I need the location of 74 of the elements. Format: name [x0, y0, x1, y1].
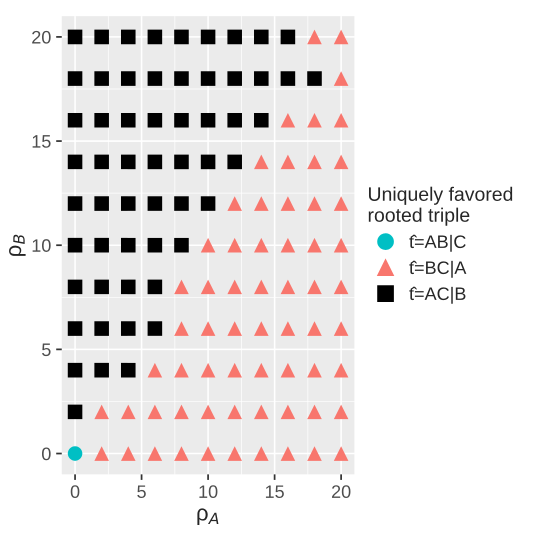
x-tick-label: 0 — [70, 485, 80, 498]
point — [227, 112, 242, 128]
point — [68, 196, 82, 211]
point — [68, 362, 82, 378]
point — [200, 71, 216, 86]
legend-title: Uniquely favored rooted triple — [368, 186, 512, 226]
point — [94, 112, 109, 128]
y-tick-label: 10 — [32, 239, 51, 252]
point — [174, 154, 189, 170]
point — [94, 196, 109, 211]
point — [148, 321, 162, 336]
point — [200, 154, 216, 170]
x-axis-title: ρ$_{A}$ — [197, 508, 218, 526]
point — [174, 112, 189, 128]
point — [68, 404, 82, 420]
point — [120, 112, 136, 128]
point — [68, 30, 82, 44]
point — [148, 30, 162, 44]
point — [120, 154, 136, 170]
point — [254, 112, 269, 128]
point — [148, 71, 162, 86]
point — [120, 321, 136, 336]
point — [68, 321, 82, 336]
point — [94, 321, 109, 336]
x-tick-label: 10 — [199, 485, 218, 498]
y-tick-label: 15 — [32, 135, 51, 148]
point — [120, 280, 136, 294]
point — [120, 196, 136, 211]
point — [68, 280, 82, 294]
point — [174, 238, 189, 253]
point — [94, 280, 109, 294]
point — [148, 112, 162, 128]
point — [307, 71, 322, 86]
point — [200, 112, 216, 128]
point — [174, 196, 189, 211]
point — [120, 71, 136, 86]
x-tick-label: 15 — [266, 485, 284, 498]
y-tick-label: 5 — [42, 343, 51, 356]
point — [94, 238, 109, 253]
point — [148, 196, 162, 211]
point — [254, 71, 269, 86]
y-axis-title: ρ$_{B}$ — [9, 234, 26, 256]
point — [68, 71, 82, 86]
point — [200, 196, 216, 211]
point — [200, 30, 216, 44]
point — [227, 154, 242, 170]
point — [174, 30, 189, 44]
point — [174, 71, 189, 86]
y-tick-label: 0 — [42, 447, 51, 460]
point — [280, 30, 296, 44]
point — [68, 112, 82, 128]
point — [148, 238, 162, 253]
point — [227, 71, 242, 86]
point — [148, 280, 162, 294]
point — [94, 154, 109, 170]
point — [68, 238, 82, 253]
point — [94, 71, 109, 86]
x-tick-label: 20 — [332, 485, 350, 498]
legend-label: t̂=BC|A — [409, 260, 466, 278]
point — [68, 154, 82, 170]
point — [227, 30, 242, 44]
y-tick-label: 20 — [32, 30, 51, 44]
point — [280, 71, 296, 86]
point — [120, 30, 136, 44]
point — [68, 446, 82, 461]
legend-label: t̂=AB|C — [409, 234, 466, 252]
point — [254, 30, 269, 44]
point — [120, 362, 136, 378]
point — [148, 154, 162, 170]
point — [94, 362, 109, 378]
point — [94, 30, 109, 44]
legend-label: t̂=AC|B — [409, 286, 466, 304]
x-tick-label: 5 — [137, 485, 146, 498]
point — [120, 238, 136, 253]
